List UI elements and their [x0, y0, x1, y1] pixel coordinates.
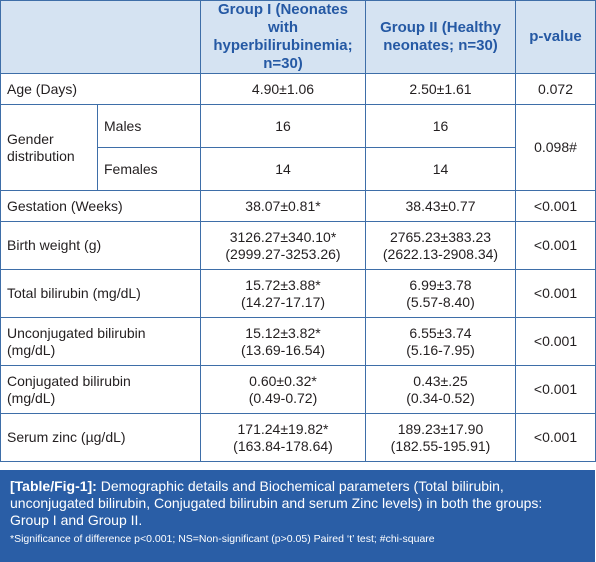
cell-pvalue: <0.001 — [515, 190, 596, 222]
label-line: (mg/dL) — [7, 389, 56, 406]
table-row: Conjugated bilirubin (mg/dL) 0.60±0.32* (0… — [0, 365, 596, 414]
range-line: (14.27-17.17) — [240, 293, 326, 310]
value-line: 189.23±17.90 — [397, 420, 484, 437]
row-label: Total bilirubin (mg/dL) — [0, 269, 201, 318]
cell-group2: 2.50±1.61 — [365, 73, 516, 105]
cell-group2: 16 — [365, 104, 516, 148]
value-line: 15.12±3.82* — [245, 324, 321, 341]
figure-caption: [Table/Fig-1]: Demographic details and B… — [0, 470, 595, 562]
range-line: (0.34-0.52) — [406, 389, 475, 406]
value-line: 15.72±3.88* — [245, 276, 321, 293]
caption-text-block: [Table/Fig-1]: Demographic details and B… — [10, 478, 585, 529]
cell-group2: 14 — [365, 147, 516, 191]
cell-pvalue: <0.001 — [515, 317, 596, 366]
label-line: (mg/dL) — [7, 341, 56, 358]
cell-group2: 189.23±17.90 (182.55-195.91) — [365, 413, 516, 462]
row-label: Age (Days) — [0, 73, 201, 105]
table-row: Gender distribution Males 16 16 0.098# — [0, 104, 596, 191]
caption-text: Demographic details and Biochemical para… — [10, 478, 543, 528]
table-row: Age (Days) 4.90±1.06 2.50±1.61 0.072 — [0, 73, 596, 105]
cell-group2: 6.99±3.78 (5.57-8.40) — [365, 269, 516, 318]
header-empty-cell — [0, 0, 201, 74]
row-label: Gestation (Weeks) — [0, 190, 201, 222]
cell-group1: 4.90±1.06 — [200, 73, 366, 105]
cell-group1: 3126.27±340.10* (2999.27-3253.26) — [200, 221, 366, 270]
cell-group1: 0.60±0.32* (0.49-0.72) — [200, 365, 366, 414]
value-line: 171.24±19.82* — [237, 420, 329, 437]
sub-label: Males — [97, 104, 201, 148]
pvalue-text: 0.098# — [534, 139, 577, 155]
value-line: 2765.23±383.23 — [389, 228, 492, 245]
value-line: 6.55±3.74 — [409, 324, 472, 341]
cell-pvalue: <0.001 — [515, 269, 596, 318]
range-line: (5.57-8.40) — [406, 293, 475, 310]
table-row: Females 14 14 — [1, 147, 596, 191]
cell-group1: 14 — [200, 147, 366, 191]
cell-group2: 38.43±0.77 — [365, 190, 516, 222]
label-line: Conjugated bilirubin — [7, 372, 131, 389]
table-row: Unconjugated bilirubin (mg/dL) 15.12±3.82… — [0, 317, 596, 366]
value-line: 6.99±3.78 — [409, 276, 472, 293]
cell-group1: 16 — [200, 104, 366, 148]
cell-group1: 15.72±3.88* (14.27-17.17) — [200, 269, 366, 318]
data-table: Group I (Neonates with hyperbilirubinemi… — [0, 0, 596, 462]
row-label: Conjugated bilirubin (mg/dL) — [0, 365, 201, 414]
table-row: Total bilirubin (mg/dL) 15.72±3.88* (14.2… — [0, 269, 596, 318]
value-line: 0.43±.25 — [413, 372, 468, 389]
header-group1: Group I (Neonates with hyperbilirubinemi… — [200, 0, 366, 74]
value-line: 0.60±0.32* — [249, 372, 317, 389]
cell-group2: 6.55±3.74 (5.16-7.95) — [365, 317, 516, 366]
range-line: (163.84-178.64) — [233, 437, 333, 454]
table-row: Serum zinc (µg/dL) 171.24±19.82* (163.84-… — [0, 413, 596, 462]
cell-pvalue: <0.001 — [515, 221, 596, 270]
cell-group1: 15.12±3.82* (13.69-16.54) — [200, 317, 366, 366]
sub-label: Females — [97, 147, 201, 191]
header-pvalue: p-value — [515, 0, 596, 74]
cell-group2: 2765.23±383.23 (2622.13-2908.34) — [365, 221, 516, 270]
range-line: (0.49-0.72) — [248, 389, 318, 406]
header-group2: Group II (Healthy neonates; n=30) — [365, 0, 516, 74]
row-label: Birth weight (g) — [0, 221, 201, 270]
cell-group1: 38.07±0.81* — [200, 190, 366, 222]
value-line: 3126.27±340.10* — [229, 228, 337, 245]
range-line: (182.55-195.91) — [390, 437, 491, 454]
range-line: (5.16-7.95) — [406, 341, 475, 358]
cell-pvalue: <0.001 — [515, 413, 596, 462]
row-label: Gender distribution — [0, 104, 98, 191]
cell-group2: 0.43±.25 (0.34-0.52) — [365, 365, 516, 414]
label-line: Unconjugated bilirubin — [7, 324, 146, 341]
row-label: Unconjugated bilirubin (mg/dL) — [0, 317, 201, 366]
table-row: Birth weight (g) 3126.27±340.10* (2999.27… — [0, 221, 596, 270]
range-line: (2622.13-2908.34) — [382, 245, 499, 262]
header-row: Group I (Neonates with hyperbilirubinemi… — [0, 0, 596, 74]
cell-group1: 171.24±19.82* (163.84-178.64) — [200, 413, 366, 462]
cell-pvalue: 0.072 — [515, 73, 596, 105]
caption-tag: [Table/Fig-1]: — [10, 478, 97, 494]
cell-pvalue: 0.098# — [515, 104, 596, 191]
row-label: Serum zinc (µg/dL) — [0, 413, 201, 462]
range-line: (2999.27-3253.26) — [225, 245, 341, 262]
table-row: Gestation (Weeks) 38.07±0.81* 38.43±0.77… — [0, 190, 596, 222]
caption-footnote: *Significance of difference p<0.001; NS=… — [10, 533, 435, 545]
range-line: (13.69-16.54) — [240, 341, 326, 358]
cell-pvalue: <0.001 — [515, 365, 596, 414]
